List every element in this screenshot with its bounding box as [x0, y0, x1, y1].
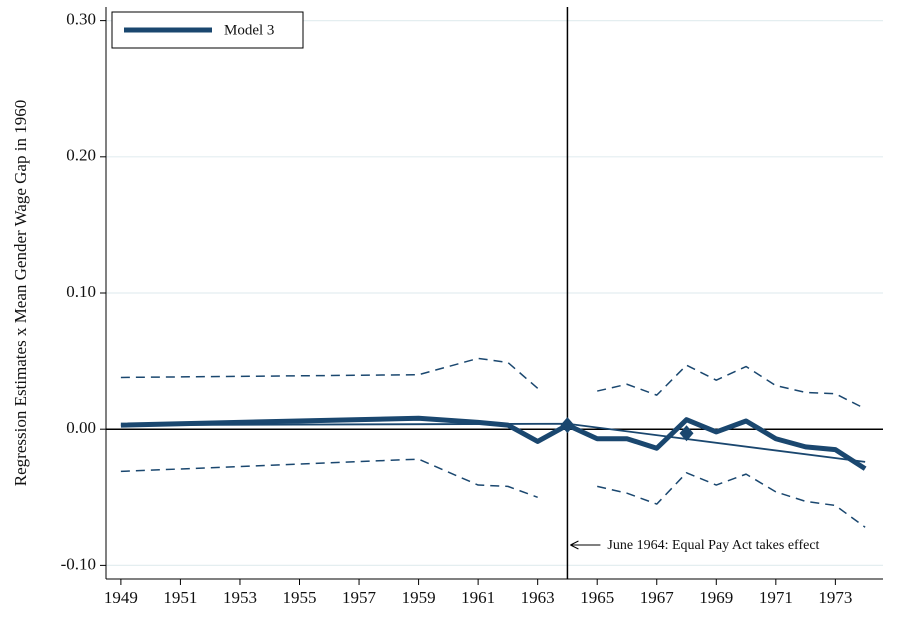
y-tick-label: 0.30	[66, 10, 96, 29]
y-tick-label: 0.10	[66, 282, 96, 301]
y-tick-label: 0.20	[66, 146, 96, 165]
x-tick-label: 1969	[699, 588, 733, 607]
x-tick-label: 1963	[521, 588, 555, 607]
series-line	[120, 458, 538, 498]
annotation: June 1964: Equal Pay Act takes effect	[607, 538, 819, 553]
x-tick-label: 1967	[640, 588, 675, 607]
x-tick-label: 1971	[759, 588, 793, 607]
series-line	[597, 364, 866, 410]
y-tick-label: 0.00	[66, 418, 96, 437]
x-tick-label: 1955	[283, 588, 317, 607]
x-tick-label: 1951	[163, 588, 197, 607]
legend-label: Model 3	[224, 22, 274, 38]
x-tick-label: 1973	[818, 588, 852, 607]
series-line	[597, 472, 866, 528]
marker	[560, 417, 575, 434]
series-line	[120, 357, 539, 389]
x-tick-label: 1959	[402, 588, 436, 607]
y-tick-label: -0.10	[61, 554, 96, 573]
series-line	[120, 415, 867, 471]
annotation-arrowhead	[570, 540, 579, 550]
x-tick-label: 1953	[223, 588, 257, 607]
marker	[679, 425, 694, 442]
x-tick-label: 1957	[342, 588, 377, 607]
x-tick-label: 1965	[580, 588, 614, 607]
y-axis-title: Regression Estimates x Mean Gender Wage …	[11, 100, 30, 486]
x-tick-label: 1961	[461, 588, 495, 607]
x-tick-label: 1949	[104, 588, 138, 607]
